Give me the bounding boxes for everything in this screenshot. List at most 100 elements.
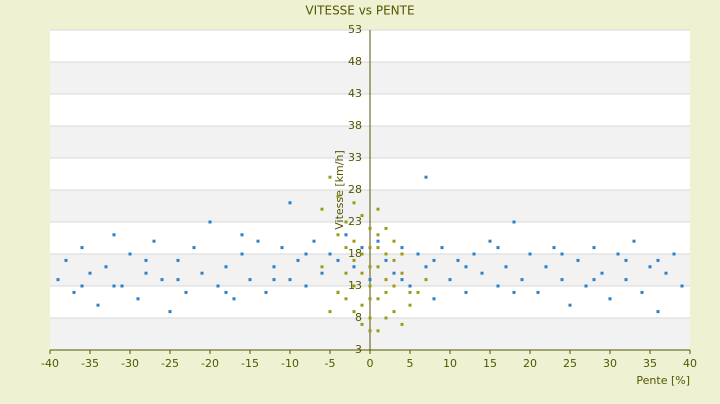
- point: [240, 233, 244, 237]
- point: [464, 265, 468, 269]
- point: [136, 297, 140, 301]
- point: [288, 278, 292, 282]
- point: [376, 265, 380, 269]
- point: [192, 246, 196, 250]
- point: [496, 246, 500, 250]
- point: [360, 246, 364, 250]
- point: [176, 258, 180, 262]
- point: [336, 233, 340, 237]
- y-tick-label: 18: [348, 247, 362, 260]
- x-tick-label: 5: [407, 357, 414, 370]
- point: [616, 252, 620, 256]
- point: [392, 271, 396, 275]
- point: [400, 271, 404, 275]
- point: [120, 284, 124, 288]
- point: [144, 258, 148, 262]
- point: [632, 239, 636, 243]
- point: [424, 175, 428, 179]
- point: [256, 239, 260, 243]
- point: [344, 246, 348, 250]
- point: [368, 297, 372, 301]
- point: [592, 246, 596, 250]
- point: [336, 290, 340, 294]
- point: [552, 246, 556, 250]
- y-tick-label: 53: [348, 23, 362, 36]
- point: [664, 271, 668, 275]
- point: [80, 284, 84, 288]
- point: [352, 239, 356, 243]
- point: [376, 233, 380, 237]
- point: [400, 322, 404, 326]
- x-tick-label: 20: [523, 357, 537, 370]
- point: [296, 258, 300, 262]
- y-tick-label: 38: [348, 119, 362, 132]
- point: [112, 284, 116, 288]
- point: [408, 284, 412, 288]
- point: [496, 284, 500, 288]
- point: [536, 290, 540, 294]
- point: [520, 278, 524, 282]
- y-tick-label: 3: [355, 343, 362, 356]
- point: [512, 290, 516, 294]
- point: [456, 258, 460, 262]
- point: [360, 271, 364, 275]
- point: [352, 265, 356, 269]
- x-tick-label: -15: [241, 357, 259, 370]
- point: [328, 175, 332, 179]
- point: [344, 271, 348, 275]
- point: [400, 278, 404, 282]
- point: [280, 246, 284, 250]
- x-tick-label: -10: [281, 357, 299, 370]
- x-tick-label: -40: [41, 357, 59, 370]
- point: [152, 239, 156, 243]
- y-tick-label: 23: [348, 215, 362, 228]
- point: [248, 278, 252, 282]
- point: [432, 258, 436, 262]
- y-tick-label: 48: [348, 55, 362, 68]
- point: [344, 297, 348, 301]
- point: [240, 252, 244, 256]
- point: [392, 284, 396, 288]
- x-tick-label: 30: [603, 357, 617, 370]
- point: [392, 310, 396, 314]
- x-tick-label: 15: [483, 357, 497, 370]
- x-tick-label: -25: [161, 357, 179, 370]
- point: [288, 201, 292, 205]
- point: [464, 290, 468, 294]
- point: [648, 265, 652, 269]
- point: [680, 284, 684, 288]
- y-tick-label: 8: [355, 311, 362, 324]
- x-tick-label: 40: [683, 357, 697, 370]
- point: [416, 252, 420, 256]
- point: [272, 278, 276, 282]
- point: [232, 297, 236, 301]
- point: [304, 252, 308, 256]
- x-axis-label: Pente [%]: [636, 374, 690, 387]
- point: [224, 290, 228, 294]
- point: [176, 278, 180, 282]
- point: [368, 226, 372, 230]
- x-tick-label: 0: [367, 357, 374, 370]
- point: [56, 278, 60, 282]
- point: [488, 239, 492, 243]
- point: [72, 290, 76, 294]
- point: [368, 316, 372, 320]
- point: [368, 278, 372, 282]
- point: [400, 246, 404, 250]
- point: [384, 258, 388, 262]
- x-tick-label: 25: [563, 357, 577, 370]
- point: [344, 220, 348, 224]
- point: [568, 303, 572, 307]
- point: [624, 278, 628, 282]
- point: [392, 239, 396, 243]
- point: [472, 252, 476, 256]
- point: [112, 233, 116, 237]
- point: [512, 220, 516, 224]
- point: [400, 252, 404, 256]
- point: [600, 271, 604, 275]
- y-tick-label: 28: [348, 183, 362, 196]
- point: [480, 271, 484, 275]
- point: [352, 258, 356, 262]
- point: [640, 290, 644, 294]
